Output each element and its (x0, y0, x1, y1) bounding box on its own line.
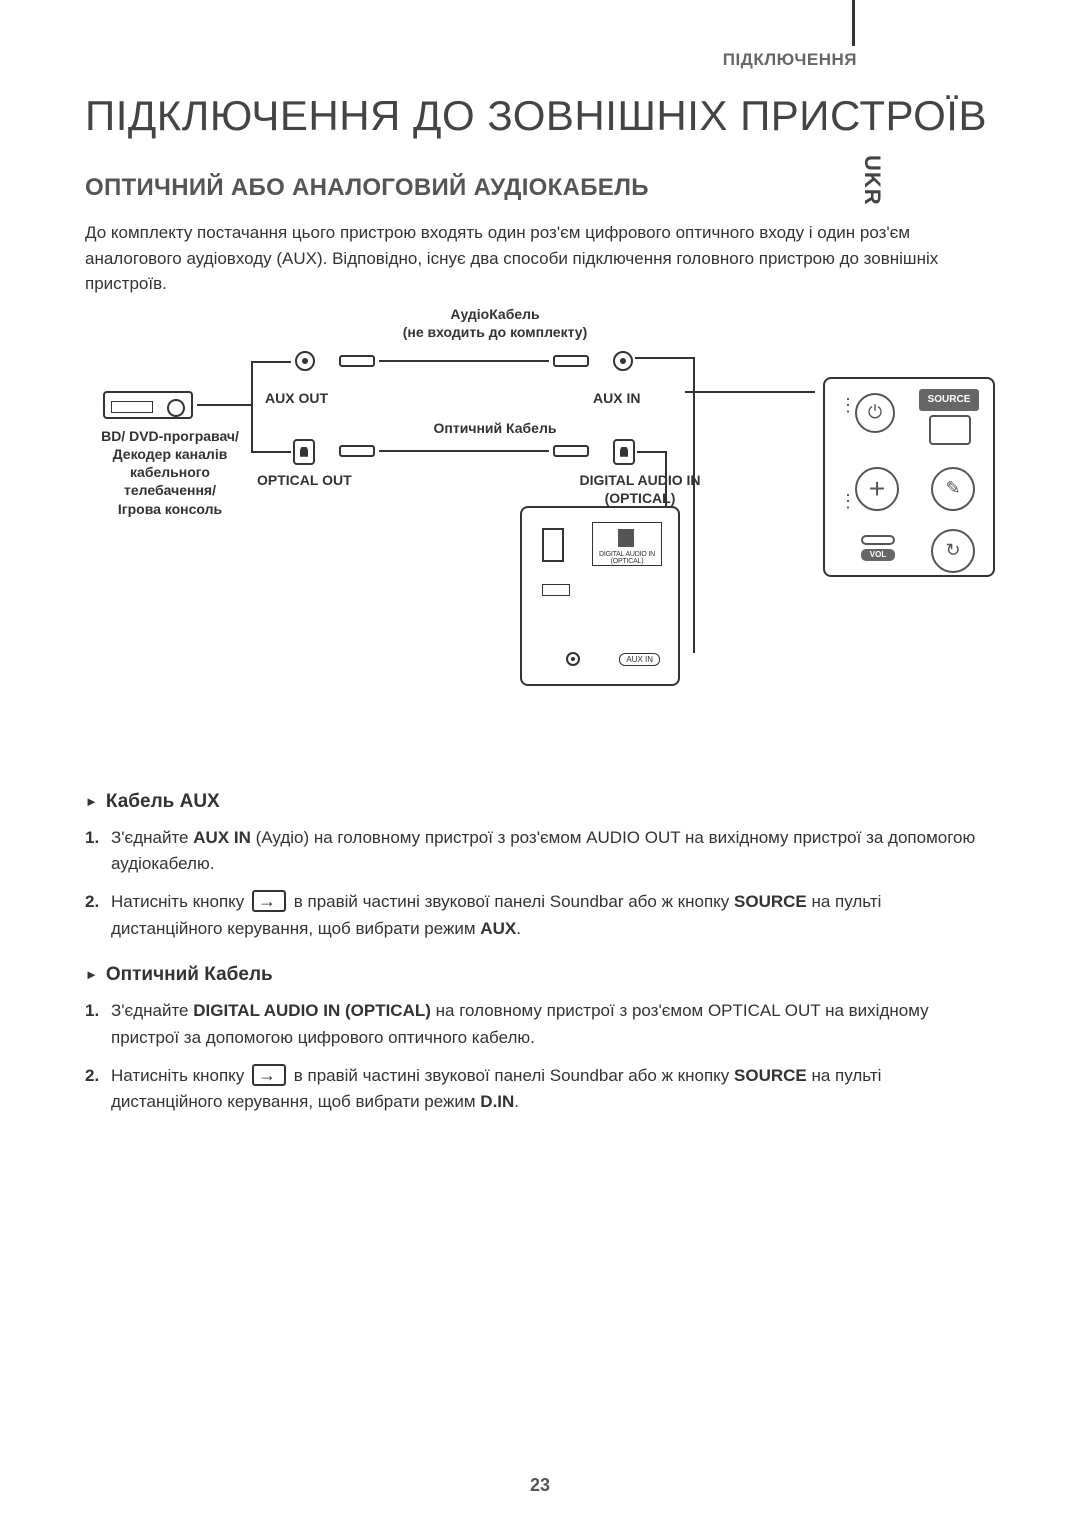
remote-dots-icon: ⋮ (839, 497, 857, 505)
optical-cable-label: Оптичний Кабель (405, 419, 585, 437)
usb-port-icon (542, 528, 564, 562)
aux-out-label: AUX OUT (265, 389, 328, 407)
cable-plug-icon (339, 355, 375, 367)
optical-cable-heading: Оптичний Кабель (85, 964, 995, 986)
list-item: 1. З'єднайте AUX IN (Аудіо) на головному… (85, 825, 995, 878)
language-tab: UKR (859, 155, 885, 206)
volume-up-icon: + (855, 467, 899, 511)
page-number: 23 (0, 1475, 1080, 1496)
dc-port-icon (542, 584, 570, 596)
panel-optical-in: DIGITAL AUDIO IN (OPTICAL) (592, 522, 662, 566)
connector-line (693, 357, 695, 653)
intro-paragraph: До комплекту постачання цього пристрою в… (85, 220, 995, 297)
audio-cable-label: АудіоКабель (не входить до комплекту) (385, 305, 605, 341)
remote-control: ⋮ ⏻ SOURCE ⋮ + ✎ VOL ↻ (823, 377, 995, 577)
sound-mode-icon: ✎ (931, 467, 975, 511)
source-button-icon (252, 1064, 286, 1086)
repeat-icon: ↻ (931, 529, 975, 573)
remote-pill-icon (861, 535, 895, 545)
remote-dots-icon: ⋮ (839, 401, 857, 409)
list-item: 2. Натисніть кнопку в правій частині зву… (85, 1063, 995, 1116)
optical-out-port (293, 439, 315, 465)
cable-plug-icon (339, 445, 375, 457)
aux-in-jack (613, 351, 633, 371)
connector-line (637, 451, 667, 453)
connector-line (685, 391, 815, 393)
panel-aux-in-label: AUX IN (619, 653, 660, 666)
aux-in-label: AUX IN (593, 389, 640, 407)
cable-line (379, 360, 549, 362)
source-button-icon (252, 890, 286, 912)
list-item: 1. З'єднайте DIGITAL AUDIO IN (OPTICAL) … (85, 998, 995, 1051)
source-device-icon (103, 391, 193, 419)
connector-line (251, 361, 253, 453)
panel-aux-in-port (566, 652, 580, 666)
page-content: ПІДКЛЮЧЕННЯ UKR ПІДКЛЮЧЕННЯ ДО ЗОВНІШНІХ… (0, 0, 1080, 1168)
connector-line (251, 451, 291, 453)
aux-cable-heading: Кабель AUX (85, 791, 995, 813)
source-device-label: BD/ DVD-програвач/ Декодер каналів кабел… (85, 427, 255, 518)
optical-steps: 1. З'єднайте DIGITAL AUDIO IN (OPTICAL) … (85, 998, 995, 1115)
page-title: ПІДКЛЮЧЕННЯ ДО ЗОВНІШНІХ ПРИСТРОЇВ (85, 92, 995, 140)
connector-line (197, 404, 253, 406)
connector-line (251, 361, 291, 363)
cable-plug-icon (553, 445, 589, 457)
header-section-label: ПІДКЛЮЧЕННЯ (85, 50, 857, 70)
list-item: 2. Натисніть кнопку в правій частині зву… (85, 889, 995, 942)
cable-line (379, 450, 549, 452)
power-icon: ⏻ (855, 393, 895, 433)
connector-line (635, 357, 695, 359)
remote-source-highlight: SOURCE (919, 389, 979, 411)
soundbar-back-panel: DIGITAL AUDIO IN (OPTICAL) AUX IN (520, 506, 680, 686)
optical-out-label: OPTICAL OUT (257, 471, 352, 489)
aux-out-jack (295, 351, 315, 371)
optical-in-port (613, 439, 635, 465)
source-icon (929, 415, 971, 445)
cable-plug-icon (553, 355, 589, 367)
remote-vol-label: VOL (861, 549, 895, 561)
connection-diagram: АудіоКабель (не входить до комплекту) BD… (85, 311, 995, 711)
aux-steps: 1. З'єднайте AUX IN (Аудіо) на головному… (85, 825, 995, 942)
